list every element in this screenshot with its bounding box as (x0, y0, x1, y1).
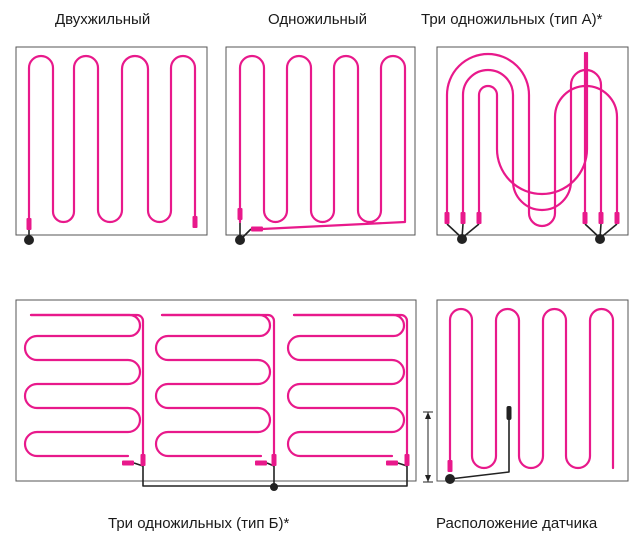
cable-type-b-return-2 (160, 313, 276, 464)
cable-type-a-3 (477, 51, 589, 215)
coupling-type-b-v-1 (140, 454, 146, 466)
coupling-two-core-left (26, 218, 32, 230)
coupling-type-a-left-2 (460, 212, 466, 224)
coupling-two-core-right (192, 216, 198, 228)
cable-type-b-return-3 (292, 313, 409, 464)
panel-frame-three-single-b (15, 299, 417, 482)
wire-type-b (133, 462, 408, 487)
caption-sensor-location: Расположение датчика (436, 515, 598, 532)
coupling-type-b-v-3 (404, 454, 410, 466)
panel-frame-sensor (436, 299, 629, 482)
coupling-type-b-h-3 (386, 460, 398, 466)
panel-frames (15, 46, 629, 482)
cable-single-core (238, 54, 407, 231)
connection-dot-type-a-left (457, 234, 467, 244)
coupling-type-b-v-2 (271, 454, 277, 466)
connection-dot-type-b (270, 483, 278, 491)
cable-type-a-1 (445, 52, 619, 228)
coupling-type-a-left-1 (444, 212, 450, 224)
coupling-single-core-bottom (251, 226, 263, 232)
wire-sensor-probe (449, 416, 510, 480)
heating-cables (23, 51, 619, 470)
coupling-type-a-right-1 (582, 212, 588, 224)
cable-type-b-2 (154, 313, 272, 458)
cable-couplings (26, 208, 620, 472)
caption-three-single-a: Три одножильных (тип А)* (421, 11, 603, 28)
cable-type-a-2 (461, 68, 603, 215)
temperature-sensor-probe (506, 406, 512, 420)
cable-two-core (27, 54, 197, 224)
coupling-type-a-right-2 (598, 212, 604, 224)
coupling-type-a-left-3 (476, 212, 482, 224)
connection-dot-type-a-right (595, 234, 605, 244)
connection-dot-single-core (235, 235, 245, 245)
connection-dot-two-core (24, 235, 34, 245)
cable-sensor-panel (448, 307, 615, 470)
panel-frame-three-single-a (436, 46, 629, 236)
sensor-measure-arrow (423, 411, 433, 483)
connection-wires (28, 220, 618, 487)
panel-frame-two-core (15, 46, 208, 236)
connection-points (24, 234, 605, 491)
cable-type-b-3 (286, 313, 406, 458)
connection-dot-sensor-panel (445, 474, 455, 484)
panel-frame-single-core (225, 46, 416, 236)
coupling-type-a-right-3 (614, 212, 620, 224)
measure-arrowhead-top (425, 412, 431, 419)
caption-two-core: Двухжильный (55, 11, 151, 28)
measure-arrowhead-bottom (425, 475, 431, 482)
coupling-type-b-h-1 (122, 460, 134, 466)
caption-three-single-b: Три одножильных (тип Б)* (108, 515, 290, 532)
cable-type-b-1 (23, 313, 142, 458)
coupling-sensor-panel-left (447, 460, 453, 472)
caption-single-core: Одножильный (268, 11, 367, 28)
coupling-single-core-left (237, 208, 243, 220)
cable-type-b-return-1 (29, 313, 145, 464)
coupling-type-b-h-2 (255, 460, 267, 466)
